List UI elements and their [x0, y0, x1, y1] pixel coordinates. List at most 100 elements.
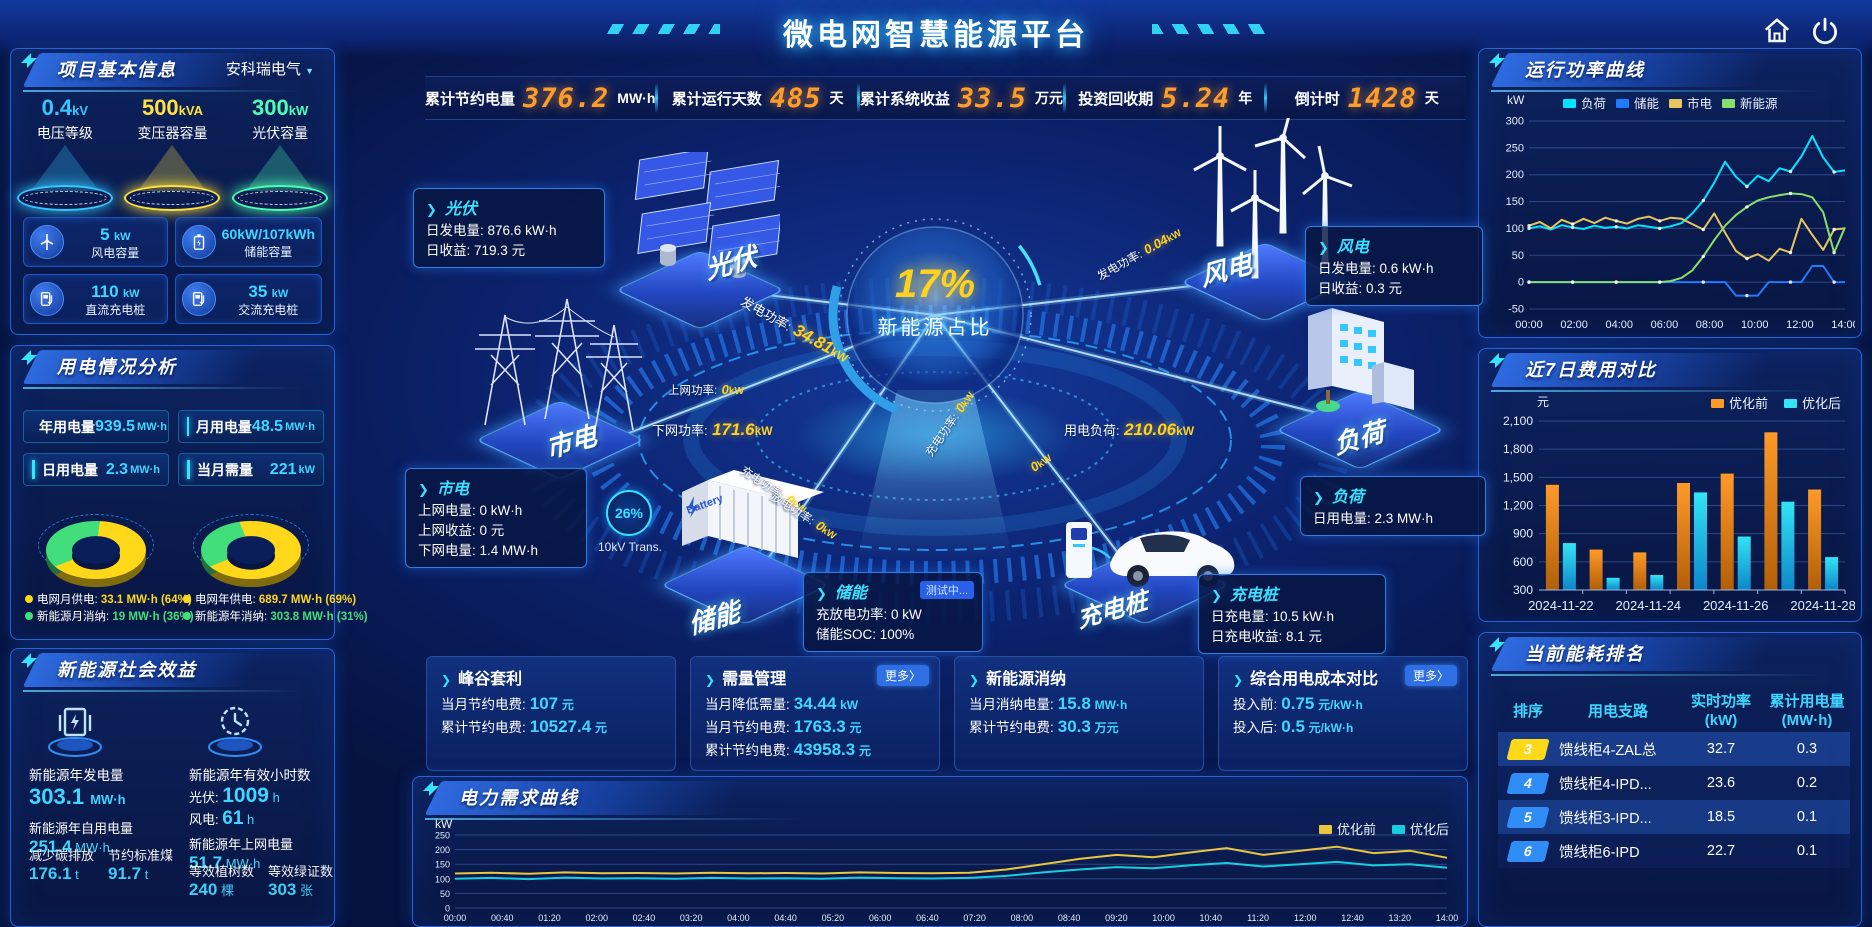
power-icon[interactable] — [1810, 16, 1840, 46]
panel-title: 当前能耗排名 — [1525, 644, 1645, 664]
svg-text:1,800: 1,800 — [1503, 442, 1533, 456]
transformer-load-badge: 26% — [606, 490, 652, 536]
total-energy: 0.1 — [1796, 843, 1818, 859]
branch-name: 馈线柜3-IPD... — [1559, 810, 1652, 827]
monthly-donut-legend: 电网月供电: 33.1 MW·h (64%) 新能源月消纳: 19 MW·h (… — [25, 592, 194, 626]
card-label: 直流充电桩 — [85, 302, 146, 317]
svg-text:100: 100 — [1506, 223, 1524, 235]
kpi-value: 485 — [769, 82, 822, 114]
svg-text:200: 200 — [435, 845, 450, 855]
legend-value: 19 MW·h (36%) — [112, 611, 194, 623]
usage-month: 月用电量 48.5 MW·h — [178, 410, 324, 443]
usage-day: 日用电量 2.3 MW·h — [23, 453, 169, 486]
usage-year: 年用电量 939.5 MW·h — [23, 410, 169, 443]
svg-text:12:00: 12:00 — [1294, 913, 1317, 923]
panel-header: 当前能耗排名 — [1485, 637, 1855, 676]
benefit-unit: MW·h — [225, 856, 261, 871]
spot-label: 光伏容量 — [252, 125, 309, 141]
benefit-label: 新能源年发电量 — [29, 768, 124, 783]
light-cone — [138, 145, 207, 191]
transmission-towers-icon — [475, 298, 642, 431]
kpi-label: 累计系统收益 — [859, 90, 950, 108]
kpi-label: 累计节约电量 — [425, 90, 516, 108]
legend-label: 电网月供电: — [37, 594, 98, 606]
svg-text:02:00: 02:00 — [1560, 319, 1588, 331]
rank-badge: 6 — [1506, 840, 1550, 862]
kpi-stats-bar: 累计节约电量 376.2 MW·h 累计运行天数 485 天 累计系统收益 33… — [425, 76, 1466, 120]
svg-text:50: 50 — [1512, 250, 1524, 262]
benefit-unit: MW·h — [90, 792, 126, 807]
panel-title: 电力需求曲线 — [459, 788, 579, 808]
more-button[interactable]: 更多〉 — [876, 665, 929, 686]
panel-header: 用电情况分析 — [17, 350, 328, 389]
realtime-power: 32.7 — [1706, 741, 1736, 757]
storage-info-box: ❯ 储能 测试中... 充放电功率: 0 kW 储能SOC: 100% — [803, 572, 983, 652]
svg-text:600: 600 — [1513, 555, 1533, 569]
page-title: 微电网智慧能源平台 — [783, 19, 1089, 52]
panel-header: 项目基本信息 安科瑞电气 ▼ — [17, 53, 328, 92]
card-storage-capacity: 60kW/107kWh 储能容量 — [174, 217, 322, 267]
card-peak-valley-arbitrage: ❯ 峰谷套利 当月节约电费: 107 元 累计节约电费: 10527.4 元 — [426, 656, 676, 771]
svg-text:10:00: 10:00 — [1741, 319, 1769, 331]
svg-text:06:00: 06:00 — [1651, 319, 1679, 331]
charger-icon — [30, 282, 64, 316]
more-button[interactable]: 更多〉 — [1404, 665, 1457, 686]
table-row[interactable]: 6 馈线柜6-IPD 22.7 0.1 — [1498, 834, 1850, 868]
yearly-donut-legend: 电网年供电: 689.7 MW·h (69%) 新能源年消纳: 303.8 MW… — [183, 592, 368, 626]
col-rank: 排序 — [1512, 702, 1543, 720]
svg-text:09:20: 09:20 — [1105, 913, 1128, 923]
svg-text:2,100: 2,100 — [1503, 414, 1533, 428]
spot-unit: kV — [72, 103, 89, 118]
wind-turbines-icon — [1193, 118, 1353, 279]
renewable-share-value: 17% — [894, 262, 976, 306]
home-icon[interactable] — [1762, 16, 1792, 46]
svg-text:14:00: 14:00 — [1831, 319, 1855, 331]
box-title: 光伏 — [444, 201, 477, 218]
benefit-trees: 等效植树数 240 棵 — [189, 864, 255, 899]
legend-item: 新能源 — [1722, 93, 1778, 112]
power-curve-legend: 负荷 储能 市电 新能源 — [1563, 93, 1778, 112]
svg-text:2024-11-26: 2024-11-26 — [1703, 598, 1769, 613]
kpi-unit: 天 — [1424, 90, 1439, 106]
card-label: 储能容量 — [244, 244, 293, 259]
svg-text:03:20: 03:20 — [680, 913, 703, 923]
spot-value: 300 — [252, 95, 289, 120]
realtime-power: 23.6 — [1706, 775, 1736, 791]
chevron-right-icon: ❯ — [1313, 490, 1324, 505]
panel-header: 新能源社会效益 — [17, 653, 328, 692]
chevron-right-icon: ❯ — [816, 586, 827, 601]
panel-demand-curve: 电力需求曲线 kW 优化前 优化后 0 50 100 150 200 250 00:00 00… — [412, 776, 1468, 927]
table-row[interactable]: 4 馈线柜4-IPD... 23.6 0.2 — [1498, 766, 1850, 800]
wind-info-box: ❯ 风电 日发电量: 0.6 kW·h 日收益: 0.3 元 — [1305, 226, 1483, 306]
panel-power-curve: 运行功率曲线 kW 负荷 储能 市电 新能源 -50 0 50 100 150 200 25… — [1478, 48, 1862, 338]
svg-text:10:40: 10:40 — [1200, 913, 1223, 923]
y-axis-unit: kW — [435, 817, 453, 831]
svg-text:00:00: 00:00 — [444, 913, 467, 923]
rank-badge: 3 — [1506, 738, 1550, 760]
svg-text:13:20: 13:20 — [1388, 913, 1411, 923]
chevron-right-icon: ❯ — [1318, 240, 1329, 255]
kpi-value: 33.5 — [957, 82, 1027, 114]
chevron-right-icon: ❯ — [426, 202, 437, 217]
box-title: 市电 — [436, 481, 469, 498]
table-row[interactable]: 3 馈线柜4-ZAL总 32.7 0.3 — [1498, 732, 1850, 766]
card-unit: kW — [123, 287, 140, 300]
company-dropdown[interactable]: 安科瑞电气 ▼ — [226, 53, 314, 88]
spotlight-pv: 300kW 光伏容量 — [230, 95, 330, 211]
transformer-label: 10kV Trans. — [597, 540, 663, 554]
legend-item: 电网年供电: 689.7 MW·h (69%) — [183, 592, 368, 609]
panel-header: 运行功率曲线 — [1485, 53, 1855, 92]
light-base — [16, 185, 113, 211]
panel-corner-icon — [1489, 637, 1505, 652]
card-cost-comparison: ❯ 综合用电成本对比 更多〉 投入前: 0.75 元/kW·h 投入后: 0.5 元/… — [1218, 656, 1468, 771]
table-row[interactable]: 5 馈线柜3-IPD... 18.5 0.1 — [1498, 800, 1850, 834]
svg-text:00:40: 00:40 — [491, 913, 514, 923]
panel-corner-icon — [21, 350, 37, 365]
legend-label: 新能源年消纳: — [195, 611, 268, 623]
svg-text:12:00: 12:00 — [1786, 319, 1814, 331]
divider — [1062, 83, 1066, 113]
legend-dot — [25, 612, 33, 620]
card-wind-capacity: 5 kW 风电容量 — [23, 217, 168, 267]
col-branch: 用电支路 — [1587, 702, 1648, 720]
box-title: 充电桩 — [1229, 587, 1278, 604]
